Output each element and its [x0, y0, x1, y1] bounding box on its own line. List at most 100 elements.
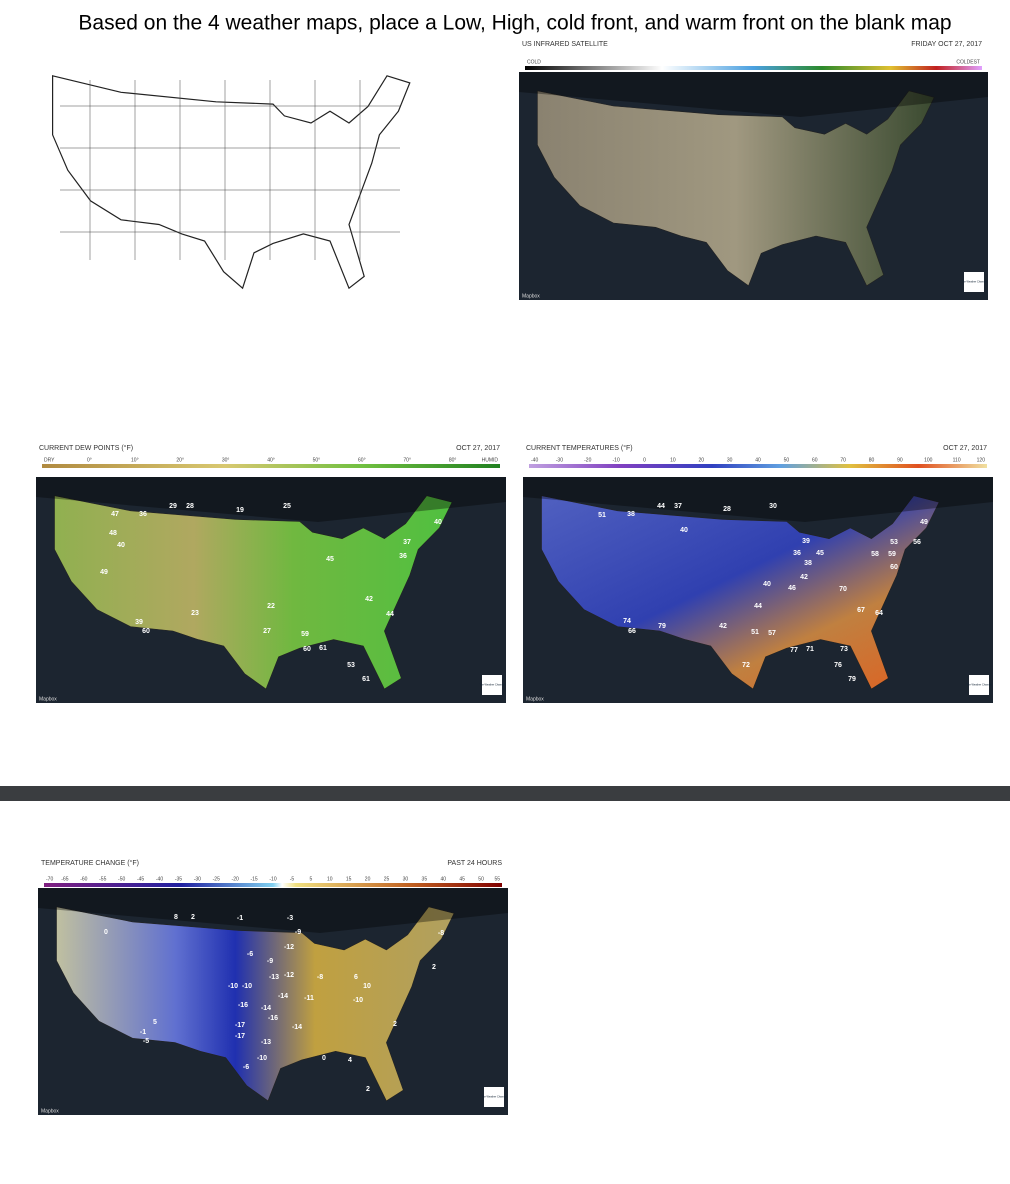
reading: -5	[143, 1038, 149, 1045]
reading: -10	[228, 983, 238, 990]
scale-label: 0°	[87, 457, 92, 463]
reading: 2	[366, 1086, 370, 1093]
reading: 44	[754, 603, 762, 610]
scale-label: -60	[80, 876, 87, 882]
reading: -16	[268, 1015, 278, 1022]
reading: 66	[628, 628, 636, 635]
reading: 73	[840, 646, 848, 653]
canada	[523, 477, 993, 522]
color-scale	[525, 66, 982, 70]
scale-label: 40	[755, 457, 761, 463]
scale-label: 0	[643, 457, 646, 463]
logo-box	[484, 1087, 504, 1107]
panel-title: CURRENT DEW POINTS (°F)	[39, 444, 133, 452]
us-landmass	[541, 495, 940, 690]
reading: 42	[719, 623, 727, 630]
scale-label: -70	[46, 876, 53, 882]
reading: 53	[347, 662, 355, 669]
reading: -13	[269, 974, 279, 981]
reading: 61	[319, 645, 327, 652]
reading: -11	[304, 995, 314, 1002]
logo: The Weather Channel	[966, 683, 992, 687]
reading: -10	[353, 997, 363, 1004]
reading: -6	[243, 1064, 249, 1071]
logo-box	[482, 675, 502, 695]
scale-label: -5	[290, 876, 295, 882]
reading: 48	[109, 530, 117, 537]
scale-label: DRY	[44, 457, 55, 463]
scale-label: -40	[156, 876, 163, 882]
scale-label: 55	[494, 876, 500, 882]
scale-label: 120	[977, 457, 986, 463]
scale-label: -30	[556, 457, 563, 463]
scale-label: 60°	[358, 457, 366, 463]
scale-label: COLD	[527, 59, 541, 65]
reading: -1	[140, 1029, 146, 1036]
scale-label: -20	[232, 876, 239, 882]
reading: 58	[871, 551, 879, 558]
reading: 36	[139, 511, 147, 518]
color-scale	[529, 464, 987, 468]
us-landmass	[537, 90, 935, 287]
reading: 36	[399, 553, 407, 560]
reading: 56	[913, 539, 921, 546]
reading: -3	[287, 915, 293, 922]
reading: 39	[135, 619, 143, 626]
reading: 5	[153, 1019, 157, 1026]
reading: -6	[247, 951, 253, 958]
scale-label: -65	[61, 876, 68, 882]
scale-label: 10	[670, 457, 676, 463]
reading: 2	[191, 914, 195, 921]
reading: 59	[301, 631, 309, 638]
reading: -9	[267, 958, 273, 965]
reading: 40	[434, 519, 442, 526]
reading: -10	[257, 1055, 267, 1062]
panel-date: PAST 24 HOURS	[447, 860, 502, 867]
reading: 6	[354, 974, 358, 981]
reading: -14	[292, 1024, 302, 1031]
reading: 0	[322, 1055, 326, 1062]
color-scale	[42, 464, 500, 468]
scale-label: 30	[403, 876, 409, 882]
scale-label: HUMID	[482, 457, 499, 463]
map-credit: Mapbox	[522, 293, 540, 299]
reading: 27	[263, 628, 271, 635]
scale-label: 50	[478, 876, 484, 882]
reading: 79	[658, 623, 666, 630]
reading: 64	[875, 610, 883, 617]
reading: -10	[242, 983, 252, 990]
reading: 19	[236, 507, 244, 514]
reading: 25	[283, 503, 291, 510]
reading: 40	[763, 581, 771, 588]
reading: -12	[284, 972, 294, 979]
scale-label: -40	[531, 457, 538, 463]
scale-label: 70	[840, 457, 846, 463]
reading: 57	[768, 630, 776, 637]
reading: -1	[237, 915, 243, 922]
reading: 60	[142, 628, 150, 635]
panel-date: OCT 27, 2017	[943, 445, 987, 452]
panel-title: TEMPERATURE CHANGE (°F)	[41, 859, 139, 867]
reading: 59	[888, 551, 896, 558]
scale-label: 20	[365, 876, 371, 882]
scale-label: -30	[194, 876, 201, 882]
scale-label: 70°	[403, 457, 411, 463]
scale-label: 40°	[267, 457, 275, 463]
reading: 4	[348, 1057, 352, 1064]
reading: 51	[598, 512, 606, 519]
canada	[519, 72, 988, 117]
reading: 60	[890, 564, 898, 571]
scale-label: -50	[118, 876, 125, 882]
reading: 28	[723, 506, 731, 513]
scale-label: 25	[384, 876, 390, 882]
scale-label: 20°	[176, 457, 184, 463]
reading: -17	[235, 1022, 245, 1029]
scale-label: 50°	[313, 457, 321, 463]
reading: 53	[890, 539, 898, 546]
panel-date: FRIDAY OCT 27, 2017	[911, 41, 982, 48]
reading: -9	[295, 929, 301, 936]
reading: 47	[111, 511, 119, 518]
reading: 38	[804, 560, 812, 567]
divider	[0, 786, 1010, 801]
reading: 76	[834, 662, 842, 669]
